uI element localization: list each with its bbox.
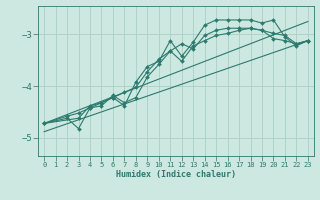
X-axis label: Humidex (Indice chaleur): Humidex (Indice chaleur) (116, 170, 236, 179)
